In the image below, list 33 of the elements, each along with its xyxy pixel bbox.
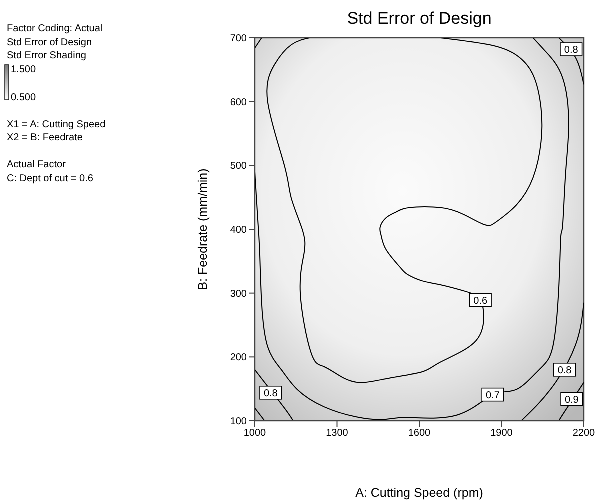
y-tick-label: 300: [230, 288, 248, 300]
x-axis-title: A: Cutting Speed (rpm): [356, 486, 484, 500]
text: 0.500: [11, 92, 36, 104]
y-axis-title: B: Feedrate (mm/min): [196, 168, 210, 290]
line-series: [255, 369, 294, 421]
x-tick-label: 2200: [572, 428, 596, 440]
y-tick-label: 600: [230, 97, 248, 108]
x-tick-label: 1000: [244, 428, 267, 440]
y-tick-label: 200: [230, 352, 248, 364]
annotation: 0.8: [558, 366, 572, 377]
x-tick-label: 1300: [326, 428, 349, 440]
y-tick-label: 700: [230, 34, 248, 45]
y-tick-label: 500: [230, 161, 248, 172]
annotation: 0.8: [564, 45, 579, 56]
y-tick-label: 400: [230, 225, 248, 236]
annotation: 0.6: [474, 296, 488, 307]
text: X2 = B: Feedrate: [7, 132, 84, 144]
text: Actual Factor: [7, 160, 67, 170]
text: Std Error of Design: [7, 38, 92, 48]
text: Factor Coding: Actual: [7, 24, 103, 34]
chart-title: Std Error of Design: [347, 9, 492, 28]
line-series: [520, 302, 584, 421]
text: 1.500: [11, 64, 36, 76]
line-series: [266, 38, 543, 384]
annotation: 0.9: [564, 394, 580, 406]
x-tick-label: 1600: [408, 428, 432, 440]
annotation: 0.7: [486, 390, 500, 402]
text: X1 = A: Cutting Speed: [7, 120, 106, 130]
text: Std Error Shading: [7, 50, 86, 62]
annotation: 0.8: [264, 388, 278, 400]
y-tick-label: 100: [230, 416, 248, 428]
text: C: Dept of cut = 0.6: [7, 174, 94, 184]
x-tick-label: 1900: [490, 428, 514, 440]
